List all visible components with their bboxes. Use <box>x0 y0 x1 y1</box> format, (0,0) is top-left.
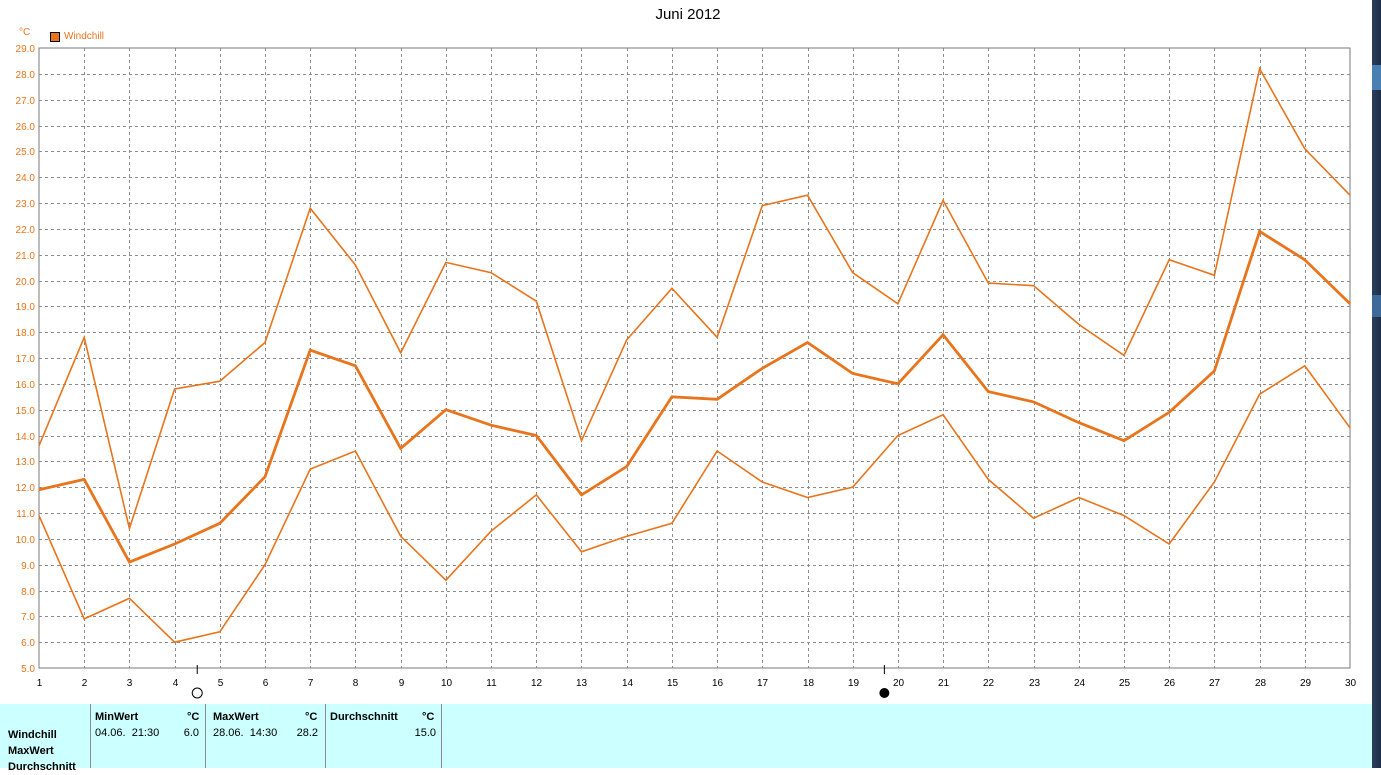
x-tick-label: 25 <box>1119 678 1131 689</box>
row-label-windchill: Windchill <box>8 729 57 741</box>
line-chart: 5.0 6.0 7.0 8.0 9.0 10.0 11.0 12.0 13.0 14.0 15.0 1… <box>16 44 1357 699</box>
x-tick-label: 22 <box>983 678 995 689</box>
max-datetime: 28.06. 14:30 <box>213 727 278 739</box>
y-unit-label: °C <box>19 27 31 38</box>
x-tick-label: 14 <box>622 678 634 689</box>
y-tick-label: 13.0 <box>16 457 36 468</box>
avg-unit: °C <box>422 711 435 723</box>
y-tick-label: 25.0 <box>16 147 36 158</box>
y-tick-label: 24.0 <box>16 173 36 184</box>
y-tick-label: 19.0 <box>16 302 36 313</box>
y-tick-label: 18.0 <box>16 328 36 339</box>
y-tick-label: 7.0 <box>21 612 35 623</box>
y-tick-label: 9.0 <box>21 561 35 572</box>
y-tick-label: 23.0 <box>16 199 36 210</box>
min-value: 6.0 <box>183 727 199 739</box>
x-tick-label: 28 <box>1255 678 1267 689</box>
legend: Windchill <box>50 31 104 42</box>
max-header: MaxWert <box>213 711 259 723</box>
x-tick-label: 21 <box>938 678 950 689</box>
y-tick-label: 8.0 <box>21 587 35 598</box>
x-tick-label: 4 <box>173 678 179 689</box>
x-tick-label: 18 <box>803 678 815 689</box>
min-marker-icon <box>191 687 203 699</box>
y-tick-label: 17.0 <box>16 354 36 365</box>
legend-swatch <box>50 31 60 42</box>
x-tick-label: 1 <box>37 678 43 689</box>
y-tick-label: 16.0 <box>16 380 36 391</box>
max-unit: °C <box>305 711 318 723</box>
y-tick-label: 12.0 <box>16 483 36 494</box>
max-marker-icon <box>879 688 890 698</box>
x-tick-label: 30 <box>1345 678 1357 689</box>
x-tick-label: 29 <box>1300 678 1312 689</box>
avg-value: 15.0 <box>414 727 436 739</box>
window-edge <box>1372 0 1381 768</box>
y-tick-label: 28.0 <box>16 70 36 81</box>
x-tick-label: 17 <box>757 678 769 689</box>
y-tick-label: 21.0 <box>16 251 36 262</box>
stats-panel: Windchill MaxWert Durchschnitt MinWert °… <box>0 704 1372 773</box>
y-tick-label: 6.0 <box>21 638 35 649</box>
x-tick-label: 13 <box>576 678 588 689</box>
x-tick-label: 27 <box>1209 678 1221 689</box>
x-tick-label: 5 <box>218 678 224 689</box>
series-line <box>38 364 1351 644</box>
row-label-durchschnitt: Durchschnitt <box>8 761 76 773</box>
min-datetime: 04.06. 21:30 <box>95 727 160 739</box>
x-tick-label: 23 <box>1029 678 1041 689</box>
x-tick-label: 10 <box>441 678 453 689</box>
row-label-maxwert: MaxWert <box>8 745 54 757</box>
y-tick-label: 5.0 <box>21 664 35 675</box>
x-tick-label: 26 <box>1164 678 1176 689</box>
y-tick-label: 29.0 <box>16 44 36 55</box>
x-tick-label: 7 <box>308 678 314 689</box>
stats-col-avg: Durchschnitt °C 15.0 <box>325 704 442 768</box>
x-tick-label: 3 <box>127 678 133 689</box>
chart-title: Juni 2012 <box>655 6 721 23</box>
x-tick-label: 19 <box>848 678 860 689</box>
x-tick-label: 6 <box>263 678 269 689</box>
edge-highlight <box>1372 295 1381 317</box>
x-tick-label: 8 <box>353 678 359 689</box>
legend-label: Windchill <box>64 31 105 42</box>
y-tick-label: 14.0 <box>16 432 36 443</box>
x-tick-label: 2 <box>82 678 88 689</box>
min-header: MinWert <box>95 711 139 723</box>
y-tick-label: 27.0 <box>16 96 36 107</box>
min-unit: °C <box>187 711 200 723</box>
edge-highlight <box>1372 65 1381 90</box>
x-tick-label: 24 <box>1074 678 1086 689</box>
x-tick-label: 9 <box>399 678 405 689</box>
series-line <box>38 229 1351 564</box>
y-tick-label: 15.0 <box>16 406 36 417</box>
x-tick-label: 15 <box>667 678 679 689</box>
avg-header: Durchschnitt <box>330 711 398 723</box>
y-tick-label: 26.0 <box>16 122 36 133</box>
x-tick-label: 11 <box>486 678 497 689</box>
y-tick-label: 22.0 <box>16 225 36 236</box>
y-tick-label: 11.0 <box>16 509 35 520</box>
max-value: 28.2 <box>296 727 318 739</box>
stats-col-max: MaxWert °C 28.06. 14:30 28.2 <box>205 704 324 768</box>
x-tick-label: 16 <box>712 678 724 689</box>
stats-col-divider <box>441 704 442 768</box>
x-tick-label: 20 <box>893 678 905 689</box>
y-tick-label: 20.0 <box>16 277 36 288</box>
y-tick-label: 10.0 <box>16 535 36 546</box>
x-tick-label: 12 <box>531 678 543 689</box>
series-line <box>38 66 1351 532</box>
stats-col-min: MinWert °C 04.06. 21:30 6.0 <box>90 704 204 768</box>
